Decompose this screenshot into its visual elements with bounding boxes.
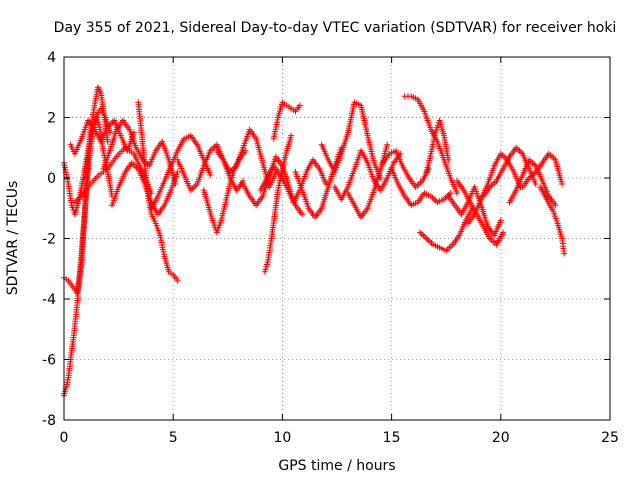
y-tick-label: 4: [47, 50, 56, 66]
data-point: [552, 202, 559, 209]
axis-ticks: 0 5 10 15 20 25 -8 -6 -4 -2 0 2 4: [42, 50, 619, 446]
y-tick-label: 2: [47, 111, 56, 127]
x-tick-label: 25: [601, 430, 619, 446]
y-tick-label: -2: [42, 232, 56, 248]
grid: [64, 57, 610, 420]
series-arc-16: [257, 156, 330, 206]
data-point: [207, 172, 214, 178]
series-arc-32: [537, 184, 568, 257]
series-arc-24: [423, 117, 452, 175]
series-arc-25: [417, 205, 476, 254]
series-arc-29: [480, 144, 539, 200]
data-point: [497, 217, 504, 224]
data-point: [299, 211, 306, 218]
x-tick-label: 5: [169, 430, 178, 446]
data-point: [296, 102, 303, 109]
series-arc-21: [379, 147, 432, 191]
series-arc-14: [261, 132, 295, 275]
y-tick-label: -8: [42, 413, 56, 429]
data-point: [559, 181, 565, 187]
series-arc-6: [100, 117, 179, 187]
data-point: [174, 169, 181, 175]
series-arc-8: [135, 99, 181, 284]
series-arc-12: [213, 126, 279, 191]
chart-title: Day 355 of 2021, Sidereal Day-to-day VTE…: [54, 20, 617, 36]
x-axis-label: GPS time / hours: [278, 458, 395, 474]
data-point: [445, 156, 452, 163]
x-tick-label: 0: [60, 430, 69, 446]
series-arc-20: [344, 141, 391, 221]
series-arc-28: [454, 178, 506, 248]
data-point: [104, 138, 111, 145]
x-tick-label: 20: [492, 430, 510, 446]
y-tick-label: -4: [42, 292, 56, 308]
data-point: [288, 132, 295, 139]
y-axis-label: SDTVAR / TECUs: [5, 181, 21, 296]
series-arc-15: [270, 99, 303, 142]
data-point: [454, 190, 461, 197]
data-point: [323, 181, 330, 187]
x-tick-label: 10: [273, 430, 291, 446]
y-tick-label: -6: [42, 353, 56, 369]
series-arc-30: [506, 156, 559, 209]
data-point: [384, 141, 391, 148]
data-points: [61, 84, 568, 399]
series-arc-23: [388, 165, 454, 209]
data-point: [561, 250, 568, 257]
series-arc-3: [61, 105, 113, 218]
series-arc-18: [318, 99, 384, 181]
x-tick-label: 15: [383, 430, 401, 446]
data-point: [174, 277, 181, 284]
y-tick-label: 0: [47, 171, 56, 187]
series-arc-31: [519, 150, 565, 191]
data-point: [500, 229, 506, 236]
data-point: [532, 181, 539, 187]
